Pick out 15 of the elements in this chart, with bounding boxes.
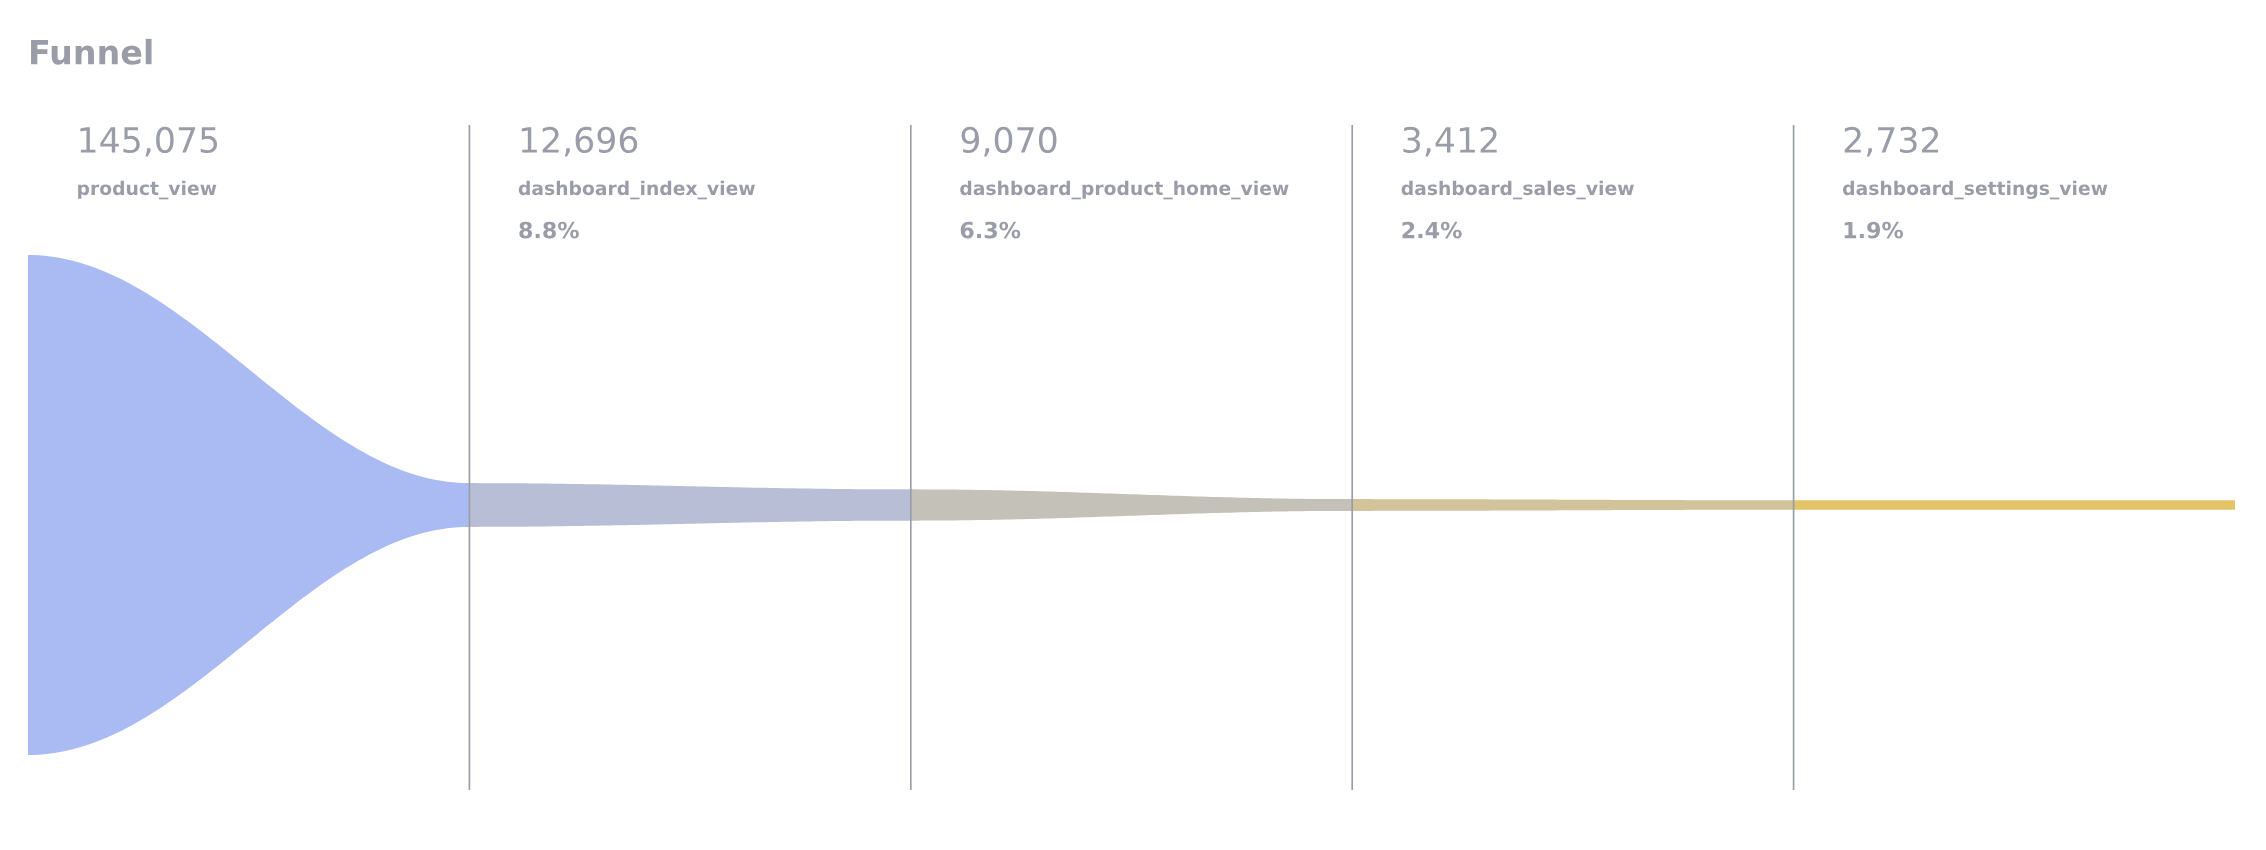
data-label: 12,696 [521, 126, 638, 157]
category-label: product_view [78, 180, 217, 200]
text: 8.8% [519, 221, 579, 239]
data-label: 9,070 [961, 126, 1057, 157]
category-label: dashboard_index_view [518, 180, 755, 200]
data-label: 3,412 [1403, 126, 1497, 157]
text: Funnel [31, 38, 152, 65]
category-label: dashboard_product_home_view [960, 180, 1289, 200]
data-label: 145,075 [80, 126, 218, 157]
category-label: dashboard_sales_view [1401, 180, 1634, 200]
text: 6.3% [960, 221, 1021, 239]
text: 1.9% [1844, 221, 1904, 239]
category-label: dashboard_settings_view [1843, 180, 2108, 200]
data-label: 2,732 [1844, 126, 1939, 157]
text: 2.4% [1402, 221, 1462, 239]
